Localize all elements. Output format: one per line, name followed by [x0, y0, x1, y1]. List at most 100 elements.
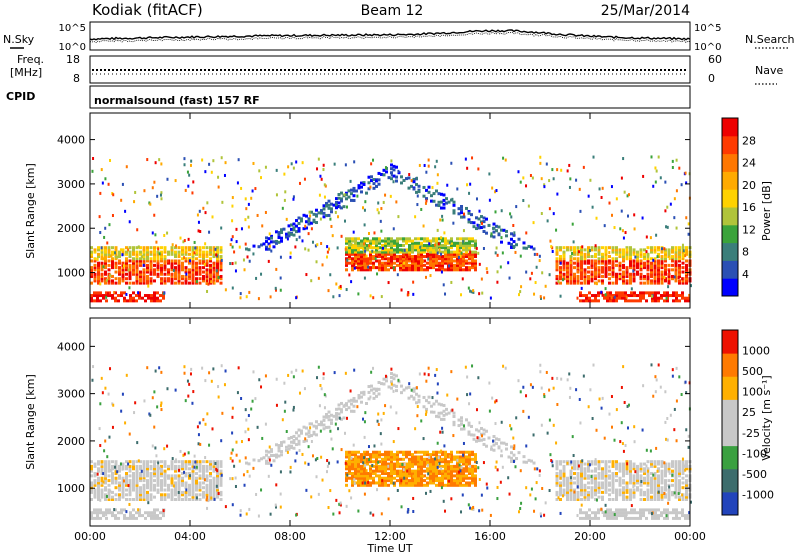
- velocity-cell: [478, 421, 481, 425]
- velocity-cell: [573, 495, 576, 499]
- velocity-cell: [99, 516, 102, 520]
- velocity-cell: [170, 460, 174, 464]
- velocity-cell: [594, 483, 597, 487]
- power-cell: [183, 256, 186, 260]
- velocity-cell: [581, 459, 584, 463]
- velocity-cell: [384, 453, 387, 457]
- velocity-cell: [636, 486, 639, 490]
- velocity-cell: [97, 467, 100, 471]
- power-cell: [414, 241, 417, 245]
- power-cell: [378, 237, 381, 241]
- power-cell: [90, 281, 93, 285]
- velocity-cell: [465, 450, 468, 454]
- velocity-cell: [594, 488, 597, 492]
- power-cell: [420, 237, 423, 241]
- velocity-cell: [417, 460, 420, 464]
- velocity-cell: [104, 498, 107, 501]
- velocity-cell: [142, 462, 146, 466]
- power-cell: [639, 272, 643, 276]
- velocity-cell: [674, 493, 678, 497]
- power-cell: [400, 288, 403, 292]
- power-cell: [615, 274, 618, 278]
- power-cell: [366, 248, 369, 252]
- velocity-cell: [160, 467, 163, 471]
- power-cell: [390, 167, 393, 171]
- velocity-cell: [569, 479, 573, 483]
- power-cell: [629, 274, 632, 278]
- power-cell: [416, 194, 419, 198]
- velocity-cell: [392, 383, 396, 387]
- velocity-cell: [559, 469, 562, 473]
- velocity-cell: [345, 483, 348, 487]
- power-cell: [375, 241, 378, 245]
- power-cell: [128, 255, 132, 259]
- power-cell: [469, 289, 472, 293]
- velocity-cell: [195, 467, 198, 471]
- power-cell: [139, 246, 142, 250]
- power-cell: [295, 238, 298, 242]
- power-cell: [149, 259, 153, 263]
- velocity-cell: [261, 436, 264, 440]
- power-cell: [104, 257, 107, 261]
- velocity-cell: [643, 479, 646, 483]
- power-cell: [347, 189, 351, 193]
- power-cell: [487, 223, 491, 227]
- power-cell: [678, 279, 681, 283]
- velocity-cell: [441, 469, 444, 473]
- power-cell: [235, 240, 238, 244]
- power-cell: [642, 291, 645, 295]
- power-cell: [215, 253, 218, 257]
- velocity-cell: [601, 474, 604, 478]
- power-cell: [594, 277, 597, 281]
- power-cell: [650, 263, 653, 267]
- power-cell: [272, 240, 276, 244]
- velocity-cell: [224, 369, 227, 373]
- power-cell: [111, 274, 114, 278]
- velocity-cell: [351, 467, 354, 471]
- power-cell: [678, 294, 681, 298]
- velocity-cell: [555, 460, 559, 464]
- power-cell: [597, 272, 601, 276]
- velocity-cell: [674, 481, 678, 485]
- power-cell: [208, 162, 211, 166]
- velocity-cell: [352, 443, 355, 447]
- power-cell: [471, 259, 474, 263]
- velocity-cell: [325, 425, 328, 429]
- power-cell: [632, 259, 636, 263]
- velocity-cell: [100, 490, 104, 494]
- velocity-cell: [629, 490, 632, 494]
- power-cell: [515, 243, 518, 247]
- velocity-cell: [310, 434, 313, 438]
- power-cell: [252, 244, 256, 248]
- power-cell: [174, 259, 177, 263]
- velocity-cell: [417, 398, 421, 402]
- velocity-cell: [312, 432, 316, 436]
- velocity-cell: [390, 457, 393, 461]
- power-cell: [142, 252, 146, 256]
- power-cell: [615, 197, 618, 201]
- power-cell: [467, 209, 471, 213]
- power-cell: [408, 268, 411, 272]
- velocity-cell: [146, 464, 149, 468]
- velocity-cell: [588, 508, 591, 512]
- power-cell: [305, 214, 308, 218]
- power-cell: [146, 263, 149, 267]
- velocity-cell: [559, 474, 562, 478]
- power-cell: [188, 281, 191, 285]
- velocity-cell: [664, 495, 667, 499]
- power-cell: [471, 255, 474, 259]
- velocity-cell: [587, 490, 590, 494]
- velocity-cell: [432, 469, 435, 473]
- velocity-cell: [367, 385, 371, 389]
- power-cell: [663, 291, 666, 295]
- power-cell: [177, 270, 181, 274]
- velocity-cell: [405, 450, 408, 454]
- power-cell: [378, 266, 381, 270]
- velocity-cell: [139, 495, 142, 499]
- velocity-cell: [608, 474, 611, 478]
- power-cell: [360, 239, 363, 243]
- power-cell: [674, 246, 678, 250]
- velocity-cell: [408, 453, 411, 457]
- power-cell: [671, 159, 674, 163]
